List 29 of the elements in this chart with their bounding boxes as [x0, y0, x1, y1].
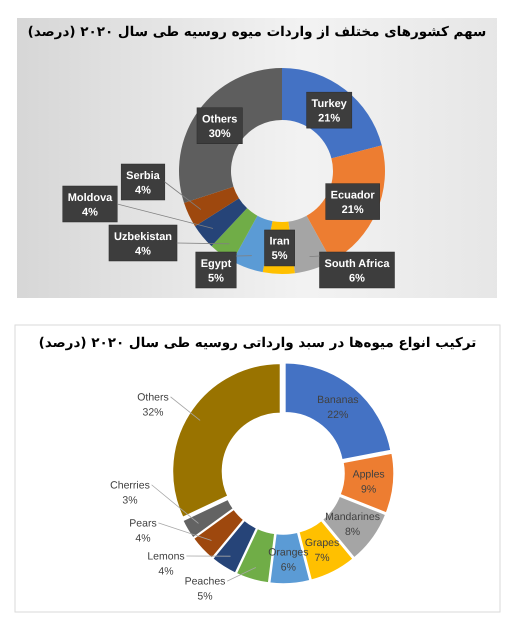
data-label: 4% — [82, 206, 98, 218]
data-label: 5% — [272, 250, 288, 262]
slice-label: Uzbekistan — [114, 230, 172, 243]
data-label: 4% — [158, 566, 174, 578]
slice-label: Ecuador — [330, 189, 376, 202]
data-label: 5% — [197, 590, 213, 602]
data-label: 5% — [208, 272, 224, 284]
slice-label: Moldova — [68, 192, 114, 204]
data-label: 3% — [122, 494, 138, 506]
data-label: 21% — [318, 112, 340, 124]
data-label: 4% — [135, 532, 151, 544]
slice-label: Iran — [269, 236, 290, 248]
slice-label: Peaches — [184, 576, 226, 588]
slice-label: South Africa — [324, 258, 390, 270]
data-label: 21% — [342, 204, 364, 216]
slice-label: Turkey — [312, 98, 348, 110]
slice-label: Others — [202, 113, 238, 126]
slice-label: Cherries — [110, 480, 150, 492]
title: سهم کشورهای مختلف از واردات میوه روسیه طی سال ۲۰۲۰ (درصد) — [28, 24, 486, 40]
data-label: 30% — [208, 128, 231, 140]
data-label: 32% — [142, 406, 164, 418]
slice-label: Lemons — [147, 550, 185, 562]
data-label: 4% — [135, 184, 152, 196]
slice-label: Serbia — [126, 170, 161, 182]
data-label: 4% — [135, 245, 152, 258]
slice-label: Pears — [129, 518, 157, 530]
data-label: 6% — [349, 272, 366, 284]
title: ترکیب انواع میوه‌ها در سبد وارداتی روسیه طی سال ۲۰۲۰ (درصد) — [38, 335, 476, 351]
slice-label: Others — [137, 392, 169, 404]
